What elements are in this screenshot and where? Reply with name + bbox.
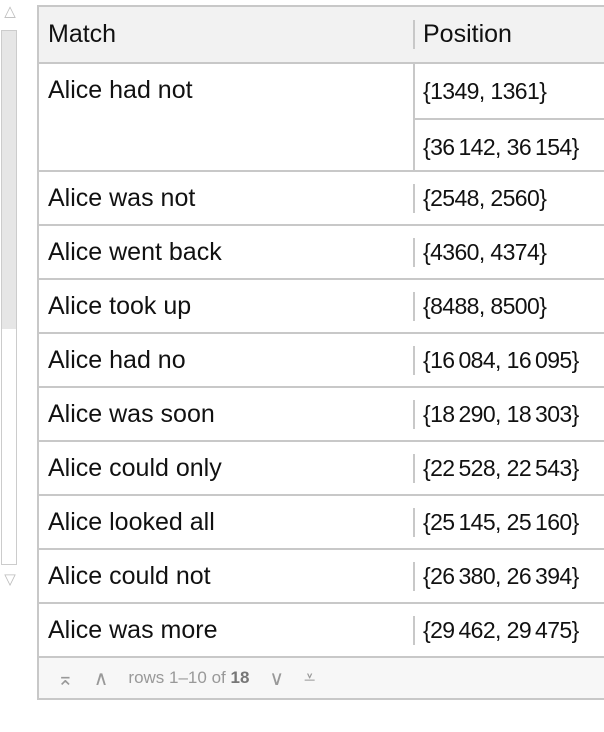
header-match: Match	[39, 20, 415, 49]
match-cell: Alice went back	[39, 237, 415, 267]
table-row: Alice took up {8488, 8500}	[39, 280, 604, 334]
header-position: Position	[423, 20, 512, 48]
position-value: {36 142, 36 154}	[423, 133, 579, 160]
table-row: Alice was soon {18 290, 18 303}	[39, 388, 604, 442]
table-row: Alice looked all {25 145, 25 160}	[39, 496, 604, 550]
position-value: {1349, 1361}	[415, 64, 604, 120]
match-cell: Alice had no	[39, 345, 415, 375]
position-cell: {25 145, 25 160}	[423, 508, 579, 535]
scroll-up-arrow-icon[interactable]: △	[4, 3, 16, 20]
last-page-icon[interactable]: ⩡	[304, 666, 316, 689]
previous-page-icon[interactable]: ∧	[93, 667, 109, 690]
table-row: Alice was not {2548, 2560}	[39, 172, 604, 226]
position-cell: {1349, 1361} {36 142, 36 154}	[415, 64, 604, 170]
match-cell: Alice was soon	[39, 399, 415, 429]
position-cell: {2548, 2560}	[423, 184, 547, 211]
position-cell: {29 462, 29 475}	[423, 616, 579, 643]
table-row: Alice had no {16 084, 16 095}	[39, 334, 604, 388]
position-cell: {4360, 4374}	[423, 238, 547, 265]
position-cell: {8488, 8500}	[423, 292, 547, 319]
results-table: Match Position Alice had not {1349, 1361}…	[37, 5, 604, 700]
first-page-icon[interactable]: ⌅	[57, 667, 74, 690]
table-row: Alice went back {4360, 4374}	[39, 226, 604, 280]
scrollbar-thumb[interactable]	[2, 31, 16, 329]
position-cell: {26 380, 26 394}	[423, 562, 579, 589]
scrollbar[interactable]	[1, 30, 17, 565]
rows-info: rows 1–10 of 18	[128, 668, 250, 687]
match-cell: Alice was more	[39, 615, 415, 645]
scroll-down-arrow-icon[interactable]: ▽	[4, 571, 16, 588]
match-cell: Alice was not	[39, 183, 415, 213]
table-row: Alice had not {1349, 1361} {36 142, 36 154…	[39, 64, 604, 172]
position-cell: {22 528, 22 543}	[423, 454, 579, 481]
pagination-footer: ⌅ ∧ rows 1–10 of 18 ∨ ⩡	[39, 658, 604, 698]
table-row: Alice could only {22 528, 22 543}	[39, 442, 604, 496]
match-cell: Alice had not	[39, 64, 415, 170]
match-cell: Alice could not	[39, 561, 415, 591]
next-page-icon[interactable]: ∨	[269, 667, 285, 690]
table-row: Alice could not {26 380, 26 394}	[39, 550, 604, 604]
table-header: Match Position	[39, 7, 604, 64]
table-row: Alice was more {29 462, 29 475}	[39, 604, 604, 658]
position-cell: {16 084, 16 095}	[423, 346, 579, 373]
position-cell: {18 290, 18 303}	[423, 400, 579, 427]
match-cell: Alice took up	[39, 291, 415, 321]
match-cell: Alice could only	[39, 453, 415, 483]
match-cell: Alice looked all	[39, 507, 415, 537]
